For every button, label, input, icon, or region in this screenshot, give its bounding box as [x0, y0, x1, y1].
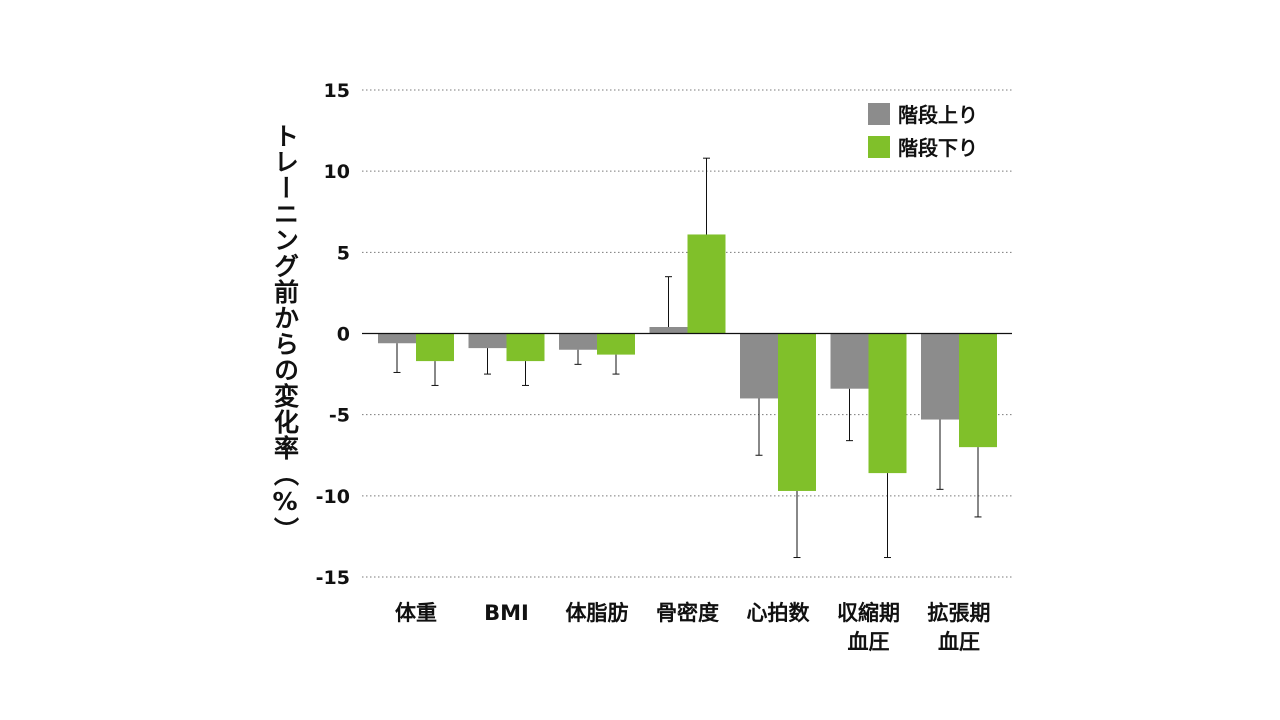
x-tick-label: 体重	[395, 601, 437, 625]
y-axis-label: トレーニング前からの変化率（%）	[271, 123, 300, 543]
y-tick-label: 0	[337, 324, 350, 346]
bar-series1	[559, 333, 597, 350]
y-tick-labels: 15 10 5 0 -5 -10 -15	[316, 80, 350, 589]
bar-series1	[830, 333, 869, 389]
bar-series1	[468, 333, 507, 349]
x-tick-label: 体脂肪	[566, 601, 629, 625]
bar-series2	[868, 333, 907, 474]
bar-series1	[921, 333, 959, 420]
x-tick-label: 収縮期	[837, 601, 900, 625]
x-tick-label: 拡張期	[928, 601, 991, 625]
bar-series2	[778, 333, 816, 491]
grid-lines	[362, 89, 1012, 578]
legend-label: 階段上り	[898, 103, 978, 127]
legend-swatch	[868, 103, 890, 125]
y-tick-label: -15	[316, 567, 350, 589]
bar-series1	[740, 333, 778, 399]
x-tick-label: 血圧	[938, 630, 980, 654]
bar-series2	[506, 333, 545, 362]
y-tick-label: 10	[324, 161, 350, 183]
y-tick-label: -10	[316, 486, 350, 508]
bar-series1	[649, 327, 688, 334]
error-bars	[393, 157, 982, 559]
x-tick-label: 骨密度	[656, 601, 719, 625]
y-tick-label: 15	[324, 80, 350, 102]
legend-label: 階段下り	[898, 136, 978, 160]
x-tick-label: BMI	[484, 601, 529, 625]
x-tick-label: 血圧	[848, 630, 890, 654]
bars	[378, 234, 997, 491]
bar-series2	[597, 333, 635, 355]
bar-series2	[959, 333, 997, 448]
y-tick-label: 5	[337, 242, 350, 264]
y-tick-label: -5	[329, 405, 350, 427]
bar-series2	[687, 234, 726, 334]
bar-series2	[416, 333, 454, 362]
y-axis-label: トレーニング前からの変化率（%）	[271, 123, 300, 543]
bar-series1	[378, 333, 416, 344]
x-tick-label: 心拍数	[747, 601, 811, 625]
legend-swatch	[868, 136, 890, 158]
